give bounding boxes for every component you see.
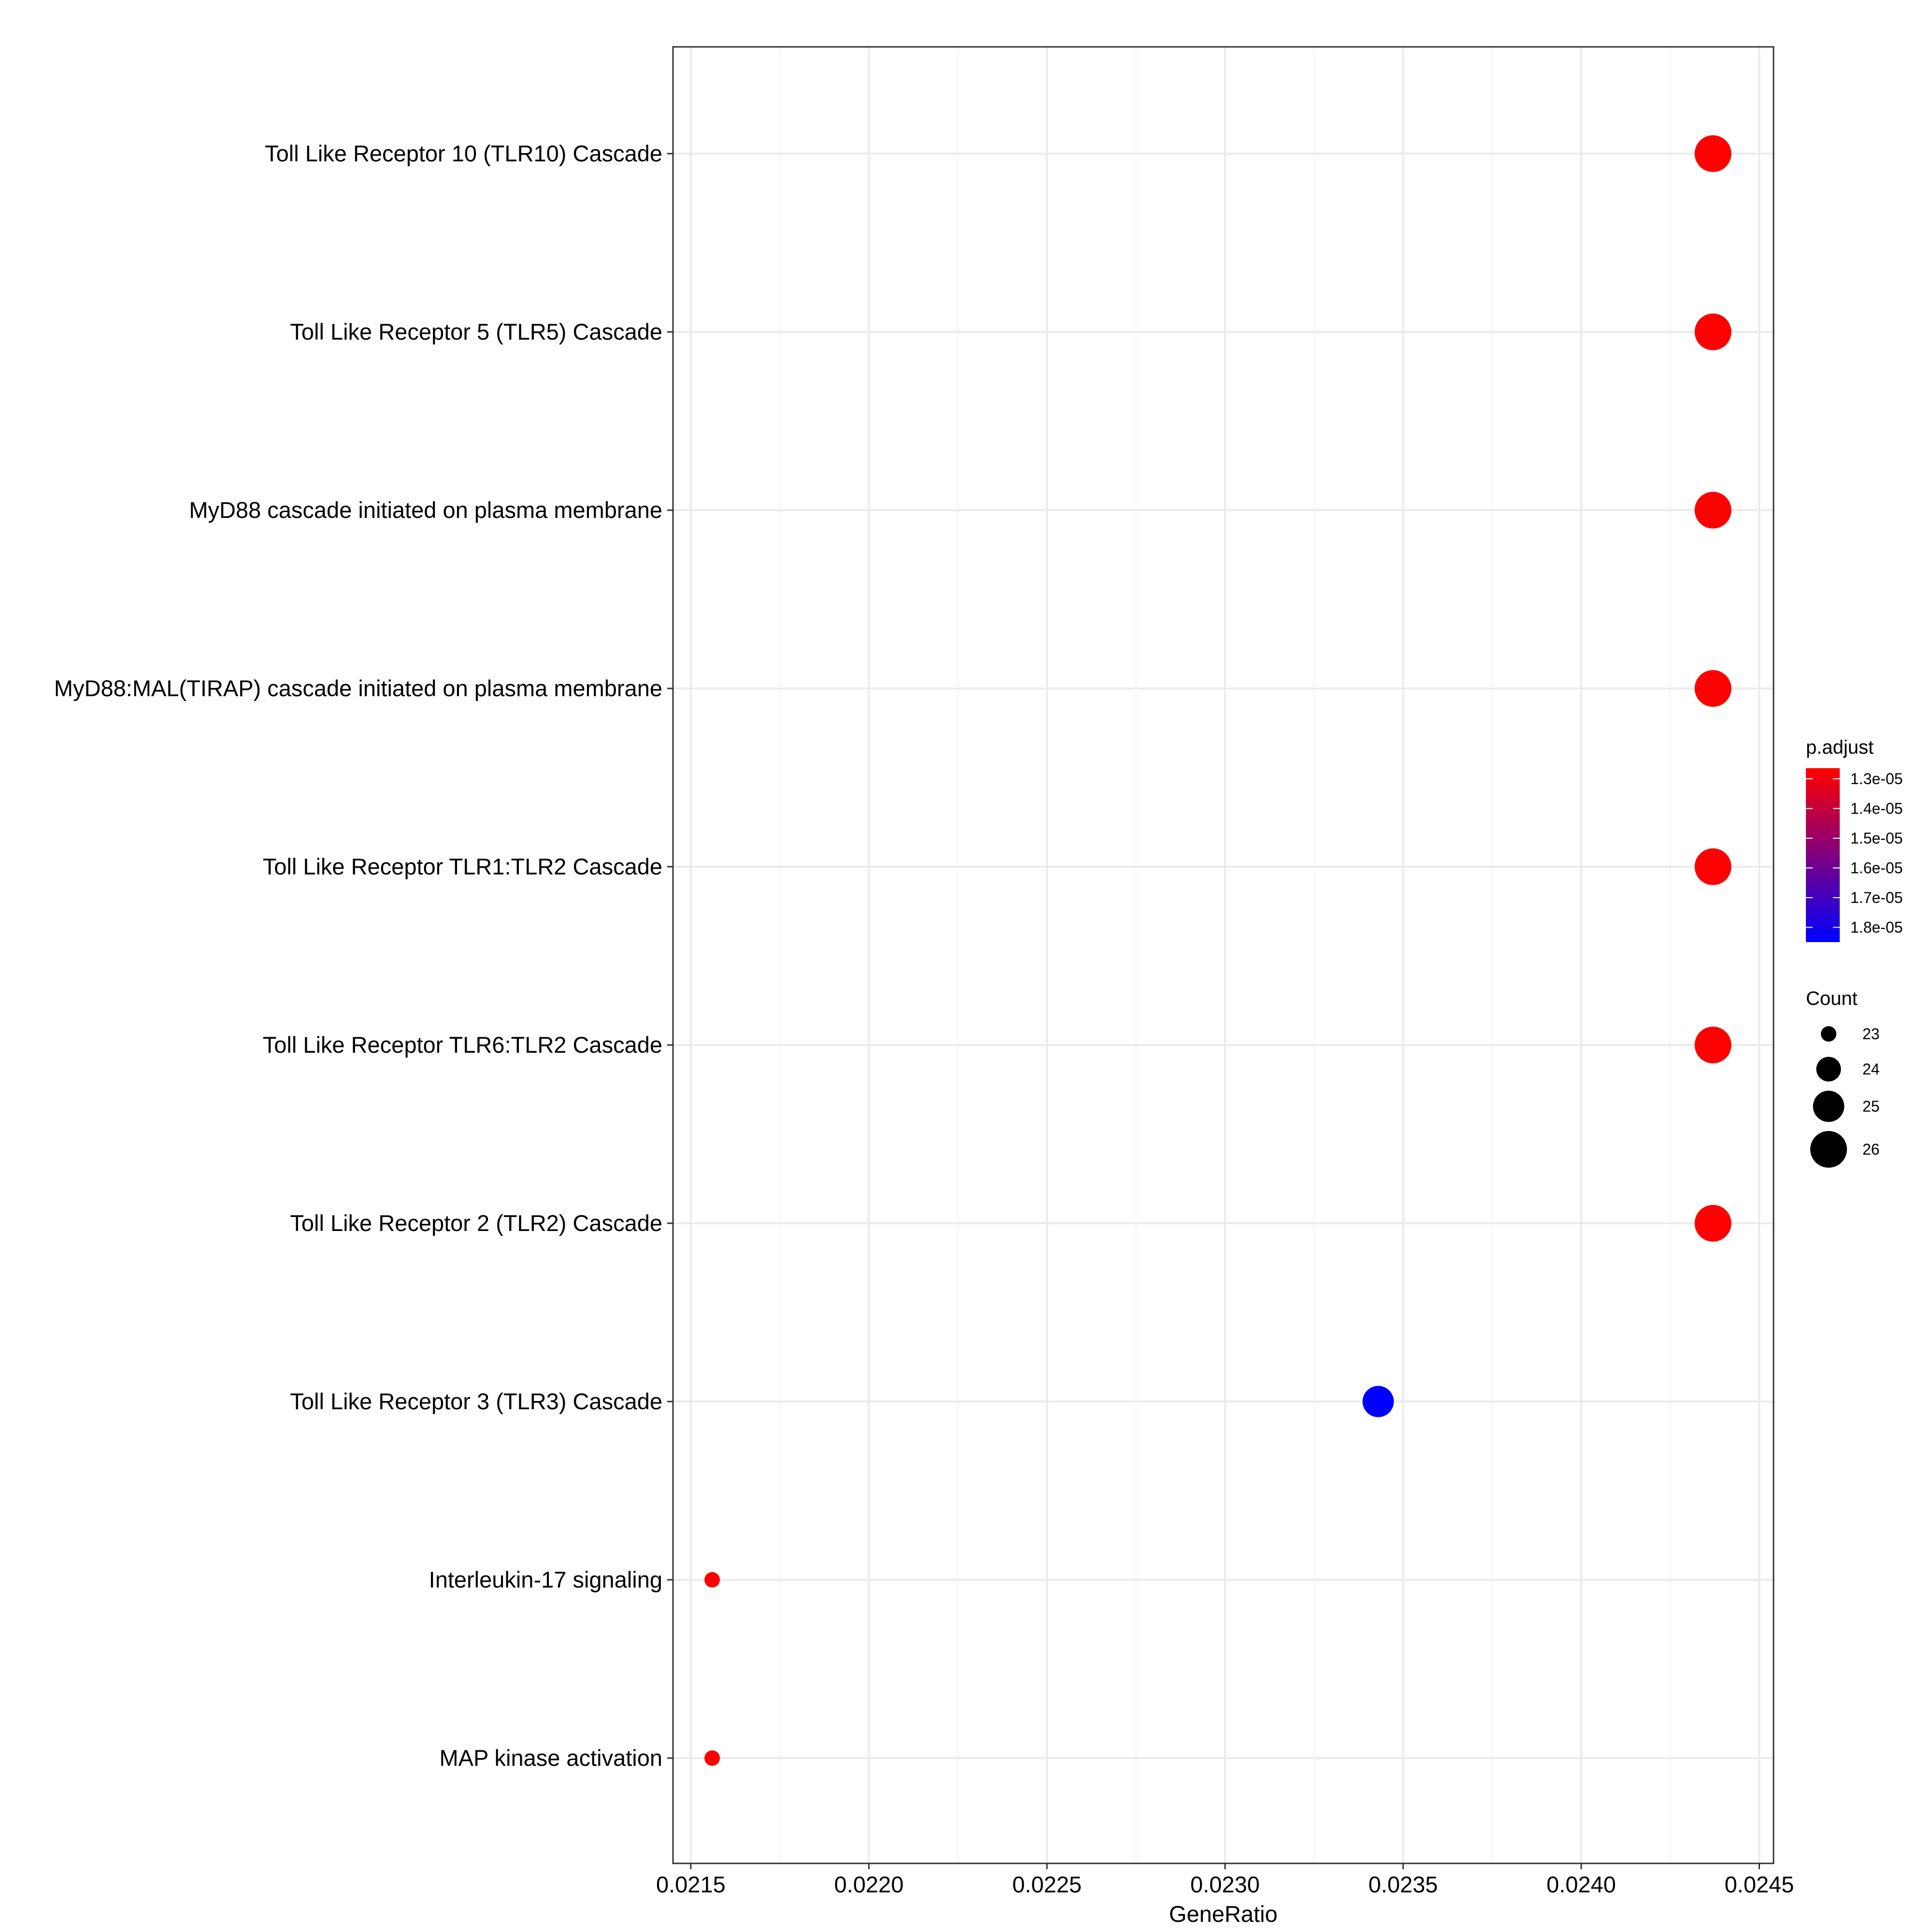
- y-tick-label: Toll Like Receptor 5 (TLR5) Cascade: [290, 319, 662, 344]
- y-tick-label: Toll Like Receptor TLR6:TLR2 Cascade: [263, 1032, 662, 1058]
- y-tick-label: Toll Like Receptor TLR1:TLR2 Cascade: [263, 854, 662, 879]
- size-legend-label: 23: [1862, 1025, 1880, 1043]
- data-point: [1694, 848, 1732, 885]
- major-gridlines: [673, 47, 1774, 1863]
- plot-panel-border: [672, 46, 1775, 1864]
- x-tick-label: 0.0245: [1725, 1872, 1794, 1897]
- color-legend-label: 1.3e-05: [1850, 770, 1903, 787]
- y-tick-label: Toll Like Receptor 3 (TLR3) Cascade: [290, 1388, 662, 1414]
- data-point: [1694, 492, 1732, 529]
- size-legend-label: 24: [1862, 1060, 1880, 1078]
- size-legend-key: [1810, 1131, 1847, 1168]
- y-tick-label: Interleukin-17 signaling: [429, 1567, 662, 1592]
- y-axis: Toll Like Receptor 10 (TLR10) Cascade Tol…: [54, 141, 673, 1771]
- color-legend-title: p.adjust: [1806, 737, 1874, 758]
- x-tick-label: 0.0235: [1368, 1872, 1438, 1897]
- size-legend-key: [1813, 1090, 1845, 1122]
- color-bar: [1806, 768, 1840, 942]
- x-tick-label: 0.0225: [1012, 1872, 1082, 1897]
- y-tick-label: MAP kinase activation: [439, 1745, 662, 1771]
- data-point: [1694, 135, 1732, 172]
- data-point: [704, 1572, 720, 1588]
- y-tick-label: MyD88:MAL(TIRAP) cascade initiated on pl…: [54, 675, 662, 701]
- data-point: [1694, 1027, 1732, 1063]
- data-point: [1694, 1205, 1732, 1242]
- size-legend-label: 25: [1862, 1098, 1880, 1115]
- y-tick-label: MyD88 cascade initiated on plasma membra…: [189, 497, 662, 523]
- data-point: [1362, 1386, 1394, 1417]
- size-legend-label: 26: [1862, 1141, 1880, 1158]
- x-axis-title: GeneRatio: [1169, 1901, 1278, 1927]
- data-point: [1694, 670, 1732, 707]
- data-point: [704, 1750, 720, 1766]
- data-point: [1694, 314, 1732, 350]
- color-legend-label: 1.8e-05: [1850, 919, 1903, 936]
- y-tick-label: Toll Like Receptor 10 (TLR10) Cascade: [265, 141, 662, 166]
- color-legend-label: 1.4e-05: [1850, 800, 1903, 817]
- color-legend: p.adjust 1.3e-05 1.4e-05 1.5e-05 1.6e-05 1.7e…: [1806, 737, 1903, 942]
- color-legend-label: 1.6e-05: [1850, 859, 1903, 877]
- size-legend-title: Count: [1806, 988, 1858, 1009]
- data-points: [704, 135, 1732, 1766]
- color-legend-label: 1.5e-05: [1850, 830, 1903, 847]
- size-legend-key: [1816, 1057, 1841, 1082]
- color-legend-label: 1.7e-05: [1850, 889, 1903, 906]
- y-tick-label: Toll Like Receptor 2 (TLR2) Cascade: [290, 1210, 662, 1236]
- x-tick-label: 0.0240: [1546, 1872, 1616, 1897]
- x-axis: 0.0215 0.0220 0.0225 0.0230 0.0235 0.0240 0.02…: [656, 1863, 1794, 1897]
- x-tick-label: 0.0230: [1190, 1872, 1260, 1897]
- minor-gridlines: [779, 47, 1671, 1863]
- size-legend-key: [1821, 1026, 1836, 1042]
- x-tick-label: 0.0215: [656, 1872, 726, 1897]
- x-tick-label: 0.0220: [834, 1872, 904, 1897]
